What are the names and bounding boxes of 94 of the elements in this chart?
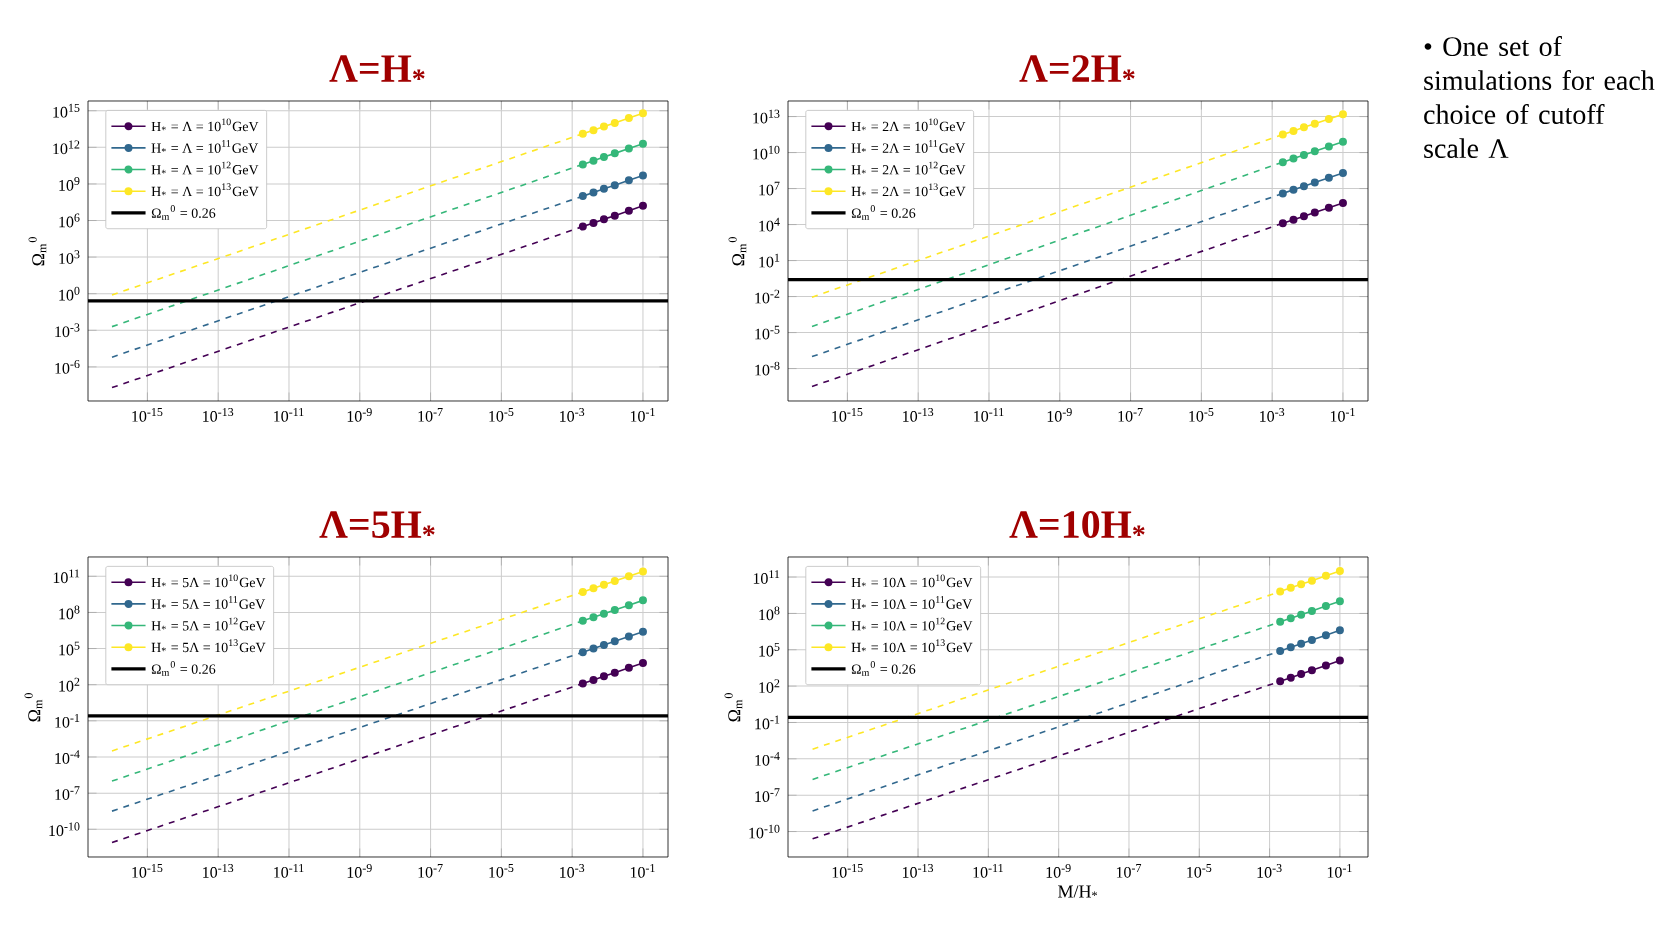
x-tick-label: 10$^{-1}$ [1327, 864, 1352, 878]
text: • One set of simulations for each choice of cutoff scale Λ [1424, 36, 1655, 159]
legend-label: Ω$_{m}$$^{0}$ = 0.26 [151, 661, 216, 676]
legend-label: H$_{*}$ = 5Λ = 10$^{13}$GeV [151, 639, 266, 653]
x-tick-label: 10$^{-7}$ [1116, 864, 1142, 878]
y-axis-title: Ω$_{m}$0 [728, 237, 747, 266]
x-tick-label: 10$^{-5}$ [489, 408, 514, 422]
legend-label: H$_{*}$ = 5Λ = 10$^{11}$GeV [151, 596, 266, 609]
x-tick-label: 10$^{-11}$ [974, 408, 1004, 422]
y-tick-label: 10$^{7}$ [759, 181, 780, 196]
x-tick-label: 10$^{-15}$ [832, 864, 863, 878]
y-tick-label: 10$^{-7}$ [55, 786, 80, 800]
y-tick-label: 10$^{5}$ [59, 641, 80, 656]
y-tick-label: 10$^{8}$ [59, 605, 80, 620]
y-tick-label: 10$^{9}$ [59, 177, 80, 191]
y-tick-label: 10$^{2}$ [59, 677, 80, 692]
y-axis-title: Ω$_{m}$0 [28, 237, 47, 266]
x-tick-label: 10$^{-3}$ [1257, 864, 1282, 878]
x-tick-label: 10$^{-3}$ [560, 408, 585, 422]
y-tick-label: 10$^{-5}$ [755, 325, 780, 340]
y-tick-label: 10$^{15}$ [53, 103, 80, 118]
y-axis-title: Ω$_{m}$0 [24, 693, 43, 722]
legend-label: H$_{*}$ = 10Λ = 10$^{12}$GeV [851, 617, 973, 631]
x-tick-label: 10$^{-5}$ [1189, 408, 1214, 422]
y-tick-label: 10$^{13}$ [753, 109, 780, 124]
legend-label: H$_{*}$ = 2Λ = 10$^{13}$GeV [851, 183, 966, 197]
y-tick-label: 10$^{-1}$ [55, 713, 80, 728]
y-tick-label: 10$^{-6}$ [55, 359, 80, 374]
legend-label: Ω$_{m}$$^{0}$ = 0.26 [851, 661, 916, 676]
x-tick-label: 10$^{-3}$ [1260, 408, 1285, 422]
y-tick-label: 10$^{-8}$ [755, 361, 780, 376]
y-tick-label: 10$^{2}$ [759, 679, 780, 693]
legend-label: H$_{*}$ = 2Λ = 10$^{11}$GeV [851, 140, 966, 153]
chart-title: Λ=2H$_{*}$ [1019, 55, 1135, 82]
y-tick-label: 10$^{1}$ [759, 253, 780, 268]
chart-title: Λ=H$_{*}$ [329, 55, 425, 82]
legend-label: H$_{*}$ = 5Λ = 10$^{12}$GeV [151, 617, 266, 631]
x-tick-label: 10$^{-9}$ [1046, 864, 1071, 878]
x-tick-label: 10$^{-1}$ [1330, 408, 1355, 422]
legend-label: H$_{*}$ = Λ = 10$^{11}$GeV [151, 140, 259, 153]
x-tick-label: 10$^{-3}$ [560, 864, 585, 878]
chart-title: Λ=5H$_{*}$ [319, 511, 435, 539]
x-tick-label: 10$^{-9}$ [347, 864, 372, 878]
legend-label: H$_{*}$ = Λ = 10$^{10}$GeV [151, 118, 259, 132]
x-tick-label: 10$^{-7}$ [418, 864, 443, 878]
legend-label: Ω$_{m}$$^{0}$ = 0.26 [851, 205, 916, 220]
legend-label: Ω$_{m}$$^{0}$ = 0.26 [151, 205, 216, 220]
x-tick-label: 10$^{-15}$ [132, 408, 163, 422]
legend-label: H$_{*}$ = Λ = 10$^{13}$GeV [151, 183, 259, 197]
x-axis-title: M/H$_{*}$ [1058, 885, 1097, 898]
y-tick-label: 10$^{11}$ [53, 569, 80, 584]
x-tick-label: 10$^{-15}$ [132, 864, 163, 878]
x-tick-label: 10$^{-1}$ [630, 864, 655, 878]
legend-label: H$_{*}$ = 10Λ = 10$^{13}$GeV [851, 639, 973, 653]
x-tick-label: 10$^{-9}$ [347, 408, 372, 422]
legend-label: H$_{*}$ = 10Λ = 10$^{10}$GeV [851, 574, 973, 588]
legend-label: H$_{*}$ = 5Λ = 10$^{10}$GeV [151, 574, 266, 588]
y-tick-label: 10$^{-10}$ [749, 824, 780, 839]
y-tick-label: 10$^{5}$ [759, 642, 780, 657]
x-tick-label: 10$^{-13}$ [903, 408, 934, 422]
y-tick-label: 10$^{12}$ [53, 140, 80, 155]
legend-label: H$_{*}$ = 2Λ = 10$^{12}$GeV [851, 161, 966, 175]
x-tick-label: 10$^{-7}$ [1118, 408, 1143, 422]
y-tick-label: 10$^{-3}$ [55, 323, 80, 338]
y-tick-label: 10$^{-7}$ [755, 788, 780, 803]
legend-label: H$_{*}$ = Λ = 10$^{12}$GeV [151, 161, 259, 175]
x-tick-label: 10$^{-7}$ [418, 408, 443, 422]
x-tick-label: 10$^{-13}$ [203, 408, 234, 422]
x-tick-label: 10$^{-5}$ [489, 864, 514, 878]
legend-label: H$_{*}$ = 2Λ = 10$^{10}$GeV [851, 118, 966, 132]
y-tick-label: 10$^{10}$ [753, 145, 780, 160]
y-tick-label: 10$^{0}$ [59, 286, 80, 301]
x-tick-label: 10$^{-1}$ [630, 408, 655, 422]
y-tick-label: 10$^{-2}$ [755, 289, 780, 304]
y-tick-label: 10$^{-4}$ [55, 750, 80, 764]
y-tick-label: 10$^{-10}$ [49, 822, 80, 837]
y-tick-label: 10$^{6}$ [59, 213, 80, 228]
y-tick-label: 10$^{-4}$ [755, 751, 780, 766]
y-tick-label: 10$^{4}$ [759, 217, 780, 232]
x-tick-label: 10$^{-13}$ [902, 864, 934, 878]
y-tick-label: 10$^{-1}$ [755, 715, 780, 730]
x-tick-label: 10$^{-13}$ [203, 864, 234, 878]
chart-title: Λ=10H$_{*}$ [1009, 511, 1145, 539]
x-tick-label: 10$^{-11}$ [973, 864, 1003, 878]
x-tick-label: 10$^{-15}$ [832, 408, 863, 422]
x-tick-label: 10$^{-11}$ [274, 408, 304, 422]
x-tick-label: 10$^{-5}$ [1187, 864, 1212, 878]
legend-label: H$_{*}$ = 10Λ = 10$^{11}$GeV [851, 596, 973, 609]
x-tick-label: 10$^{-11}$ [274, 864, 304, 878]
x-tick-label: 10$^{-9}$ [1047, 408, 1072, 422]
y-axis-title: Ω$_{m}$0 [724, 693, 743, 722]
y-tick-label: 10$^{8}$ [759, 606, 780, 621]
y-tick-label: 10$^{11}$ [753, 570, 780, 584]
y-tick-label: 10$^{3}$ [59, 250, 80, 264]
